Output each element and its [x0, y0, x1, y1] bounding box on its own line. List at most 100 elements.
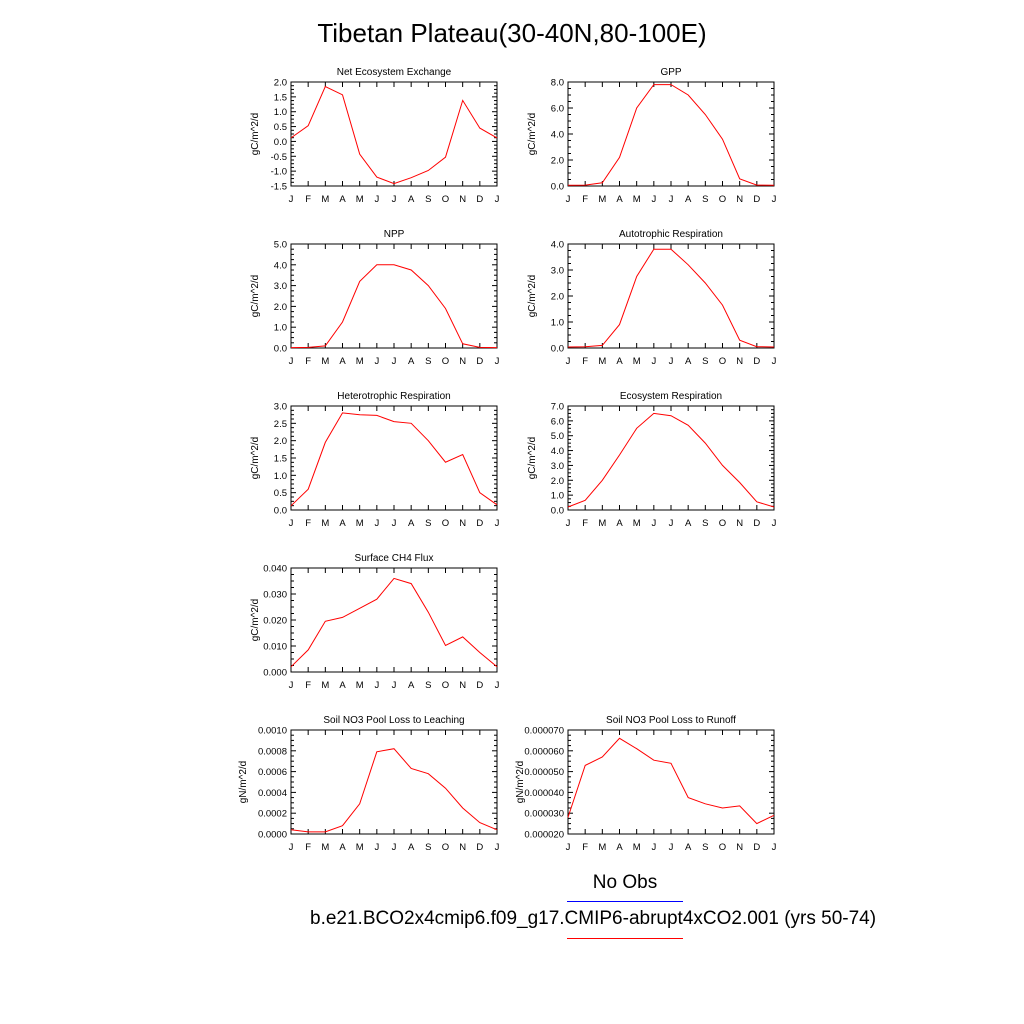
y-tick-label: 2.0: [274, 302, 287, 313]
x-tick-label: D: [476, 518, 483, 529]
y-axis-label: gC/m^2/d: [527, 113, 538, 156]
plot-frame: [567, 405, 775, 511]
x-tick-label: F: [582, 194, 588, 205]
x-tick-label: S: [702, 842, 708, 853]
y-tick-label: 0.0: [274, 137, 287, 148]
x-tick-label: J: [374, 356, 379, 367]
x-tick-label: M: [356, 194, 364, 205]
x-tick-label: O: [442, 680, 449, 691]
x-tick-label: J: [669, 356, 674, 367]
x-tick-label: A: [339, 518, 346, 529]
x-tick-label: J: [566, 356, 571, 367]
x-tick-label: M: [356, 518, 364, 529]
chart-panel-8: Soil NO3 Pool Loss to Leaching 0.0010 0.00…: [238, 715, 500, 853]
x-tick-label: S: [425, 680, 431, 691]
y-tick-label: 0.5: [274, 488, 287, 499]
y-tick-label: 0.0006: [258, 767, 287, 778]
legend-run-label: b.e21.BCO2x4cmip6.f09_g17.CMIP6-abrupt4x…: [310, 908, 877, 929]
x-tick-label: F: [582, 518, 588, 529]
x-tick-label: M: [321, 518, 329, 529]
x-tick-label: J: [566, 842, 571, 853]
y-tick-label: 1.0: [274, 471, 287, 482]
chart-title: Net Ecosystem Exchange: [337, 67, 452, 78]
x-tick-label: S: [702, 356, 708, 367]
series-line: [290, 748, 498, 833]
x-tick-label: M: [633, 194, 641, 205]
plot-frame: [290, 567, 498, 673]
x-tick-label: N: [736, 194, 743, 205]
x-tick-label: J: [495, 842, 500, 853]
y-tick-label: 2.0: [551, 476, 564, 487]
chart-panel-6: Ecosystem Respiration 7.0 6.0 5.0 4.0 3.0 2.0 1…: [527, 391, 777, 529]
x-tick-label: M: [598, 356, 606, 367]
x-tick-label: S: [425, 194, 431, 205]
series-line: [290, 85, 498, 185]
y-axis-label: gC/m^2/d: [250, 599, 261, 642]
x-tick-label: N: [459, 842, 466, 853]
plot-frame: [290, 243, 498, 349]
y-tick-label: 4.0: [551, 240, 564, 251]
x-tick-label: O: [442, 356, 449, 367]
series-line: [567, 84, 775, 186]
x-tick-label: F: [305, 518, 311, 529]
x-tick-label: M: [321, 194, 329, 205]
x-tick-label: J: [651, 842, 656, 853]
x-tick-label: J: [392, 194, 397, 205]
y-tick-label: 6.0: [551, 104, 564, 115]
x-tick-label: J: [289, 842, 294, 853]
y-axis-label: gC/m^2/d: [250, 437, 261, 480]
y-tick-label: 0.0000: [258, 830, 287, 841]
y-tick-label: -1.0: [271, 167, 287, 178]
x-tick-label: S: [702, 518, 708, 529]
y-tick-label: 1.5: [274, 454, 287, 465]
x-tick-label: A: [685, 842, 692, 853]
x-tick-label: F: [305, 842, 311, 853]
x-tick-label: J: [772, 518, 777, 529]
plot-frame: [290, 729, 498, 835]
x-tick-label: M: [598, 842, 606, 853]
x-tick-label: A: [408, 518, 415, 529]
x-tick-label: N: [459, 518, 466, 529]
x-tick-label: M: [598, 194, 606, 205]
legend-run-line: [567, 938, 683, 939]
x-tick-label: J: [772, 356, 777, 367]
x-tick-label: J: [669, 518, 674, 529]
x-tick-label: J: [289, 680, 294, 691]
x-tick-label: O: [442, 518, 449, 529]
y-tick-label: 4.0: [274, 260, 287, 271]
x-tick-label: S: [425, 356, 431, 367]
y-tick-label: 3.0: [274, 402, 287, 413]
x-tick-label: J: [772, 194, 777, 205]
x-tick-label: D: [753, 518, 760, 529]
x-tick-label: D: [753, 842, 760, 853]
x-tick-label: A: [616, 518, 623, 529]
y-tick-label: 2.0: [551, 292, 564, 303]
x-tick-label: A: [339, 194, 346, 205]
x-tick-label: A: [685, 194, 692, 205]
x-tick-label: A: [408, 680, 415, 691]
y-tick-label: 0.000070: [524, 726, 564, 737]
x-tick-label: J: [392, 518, 397, 529]
x-tick-label: D: [476, 842, 483, 853]
x-tick-label: A: [408, 194, 415, 205]
x-tick-label: A: [685, 518, 692, 529]
x-tick-label: S: [425, 842, 431, 853]
y-tick-label: 0.0008: [258, 746, 287, 757]
y-tick-label: 0.000040: [524, 788, 564, 799]
y-tick-label: -0.5: [271, 152, 287, 163]
x-tick-label: J: [651, 356, 656, 367]
x-tick-label: J: [669, 194, 674, 205]
y-tick-label: 0.5: [274, 122, 287, 133]
series-line: [290, 412, 498, 507]
x-tick-label: N: [459, 680, 466, 691]
y-tick-label: 0.000: [263, 668, 287, 679]
x-tick-label: D: [476, 356, 483, 367]
y-tick-label: 2.5: [274, 419, 287, 430]
y-axis-label: gC/m^2/d: [250, 113, 261, 156]
x-tick-label: J: [374, 194, 379, 205]
y-tick-label: 2.0: [274, 78, 287, 89]
y-axis-label: gC/m^2/d: [527, 437, 538, 480]
x-tick-label: J: [289, 194, 294, 205]
x-tick-label: D: [753, 356, 760, 367]
x-tick-label: N: [459, 194, 466, 205]
